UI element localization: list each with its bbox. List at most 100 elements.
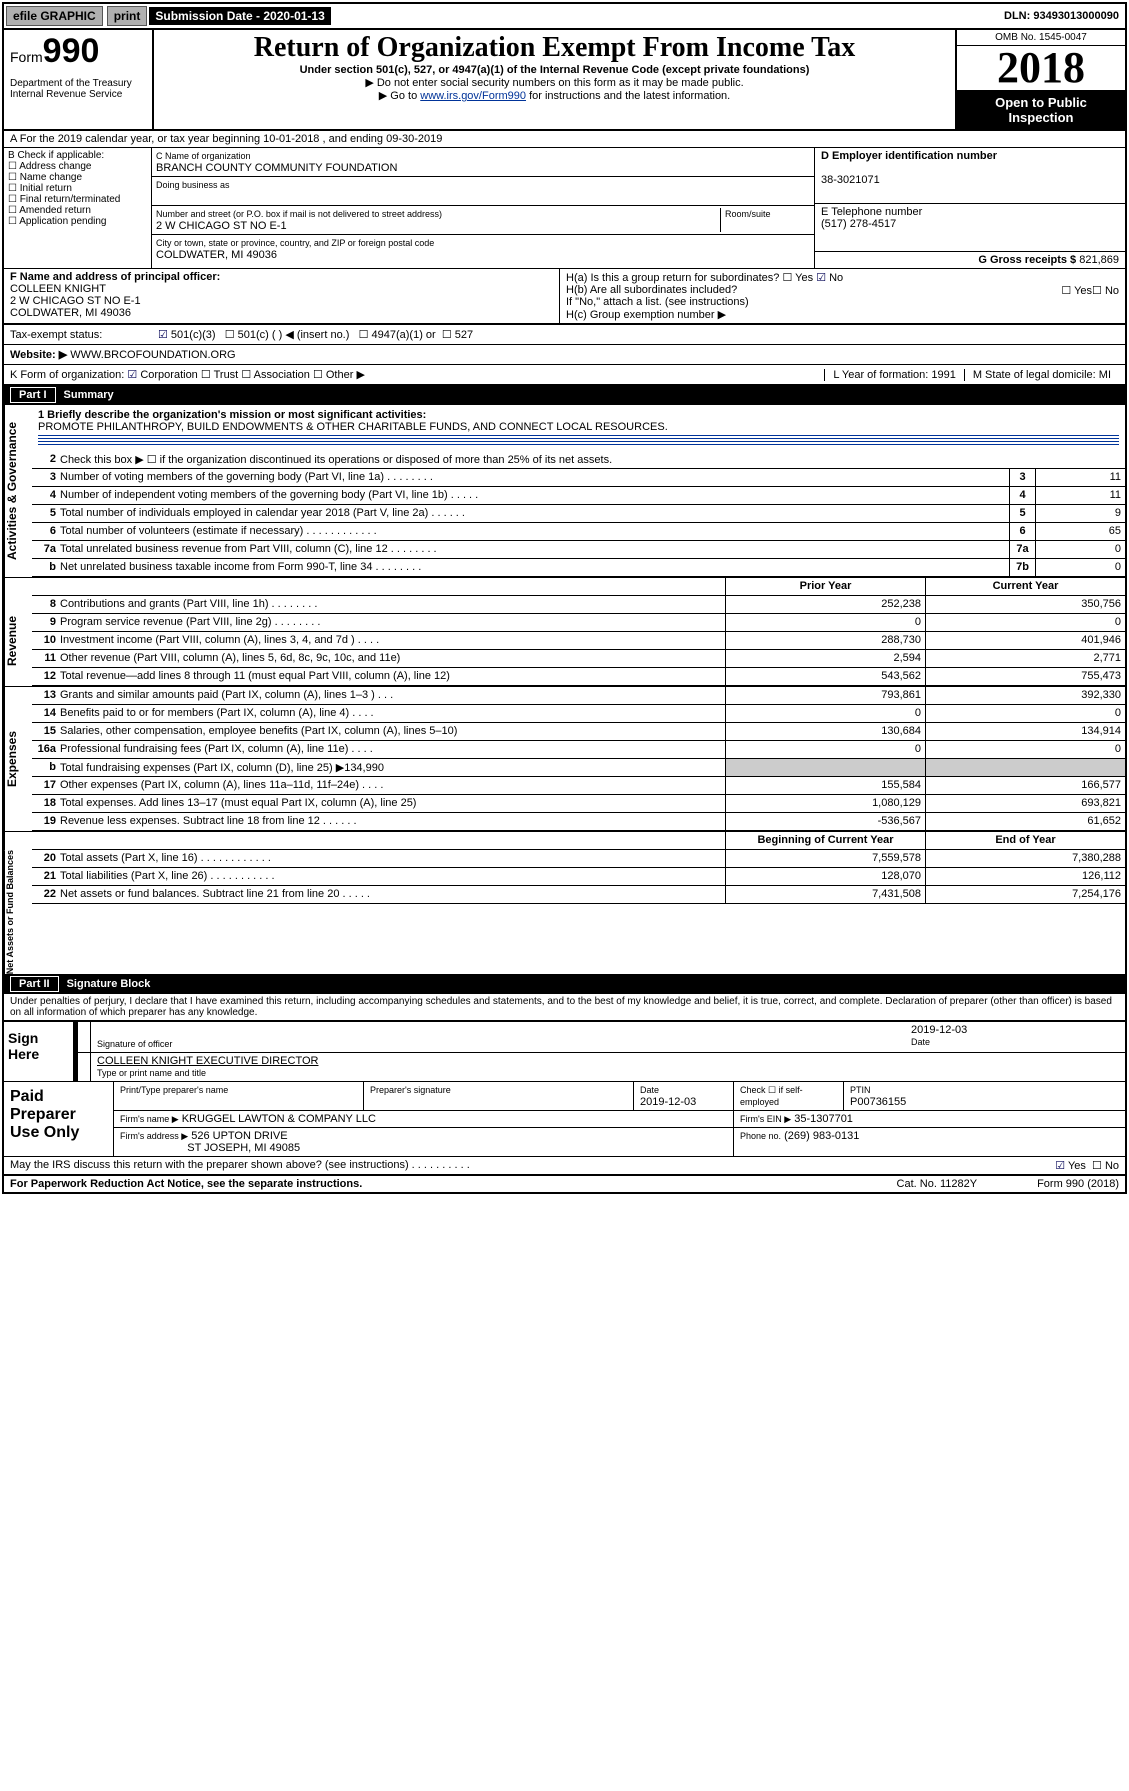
line-num: 12 [32, 668, 58, 685]
prior-val: 793,861 [725, 687, 925, 704]
form-header: Form990 Department of the Treasury Inter… [4, 30, 1125, 131]
line-num: 19 [32, 813, 58, 830]
officer-name: COLLEEN KNIGHT [10, 283, 106, 295]
firm-name: KRUGGEL LAWTON & COMPANY LLC [182, 1113, 376, 1125]
line-desc: Other expenses (Part IX, column (A), lin… [58, 777, 725, 794]
line-num: b [32, 759, 58, 776]
cb-initial-return[interactable]: Initial return [8, 183, 147, 194]
hb-no[interactable]: No [1092, 284, 1119, 297]
firm-ein: 35-1307701 [794, 1113, 853, 1125]
city-value: COLDWATER, MI 49036 [156, 249, 277, 261]
line-num: 4 [32, 487, 58, 504]
gross-label: G Gross receipts $ [978, 254, 1076, 266]
prep-sig-label: Preparer's signature [370, 1085, 451, 1095]
current-val: 7,254,176 [925, 886, 1125, 903]
firm-addr: 526 UPTON DRIVE [191, 1130, 287, 1142]
cb-amended-return[interactable]: Amended return [8, 205, 147, 216]
line-desc: Total fundraising expenses (Part IX, col… [58, 759, 725, 776]
line-desc: Benefits paid to or for members (Part IX… [58, 705, 725, 722]
line-desc: Total unrelated business revenue from Pa… [58, 541, 1009, 558]
cb-name-change[interactable]: Name change [8, 172, 147, 183]
tax-year: 2018 [957, 46, 1125, 91]
cb-other[interactable]: Other ▶ [313, 368, 365, 381]
hb-yes[interactable]: Yes [1061, 284, 1092, 297]
line-num: 16a [32, 741, 58, 758]
discuss-no[interactable]: No [1092, 1160, 1119, 1172]
ptin-label: PTIN [850, 1085, 871, 1095]
line-num: 8 [32, 596, 58, 613]
line-num: 5 [32, 505, 58, 522]
prior-val: 288,730 [725, 632, 925, 649]
firm-name-label: Firm's name ▶ [120, 1114, 179, 1124]
line-box: 4 [1009, 487, 1035, 504]
print-button[interactable]: print [107, 6, 148, 26]
org-name-label: C Name of organization [156, 151, 251, 161]
line2: Check this box ▶ ☐ if the organization d… [58, 451, 1125, 468]
discuss-question: May the IRS discuss this return with the… [10, 1159, 470, 1172]
col-end-year: End of Year [925, 832, 1125, 849]
line-num: 17 [32, 777, 58, 794]
line-box: 6 [1009, 523, 1035, 540]
ha-no[interactable]: No [816, 272, 843, 284]
line-val: 0 [1035, 541, 1125, 558]
cb-501c3[interactable]: 501(c)(3) [158, 329, 216, 341]
cb-501c[interactable]: 501(c) ( ) ◀ (insert no.) [225, 329, 350, 341]
current-val: 0 [925, 741, 1125, 758]
line-desc: Total revenue—add lines 8 through 11 (mu… [58, 668, 725, 685]
line-desc: Total assets (Part X, line 16) . . . . .… [58, 850, 725, 867]
line-num: 13 [32, 687, 58, 704]
sig-name-label: Type or print name and title [97, 1068, 206, 1078]
tab-expenses: Expenses [4, 687, 32, 831]
line-num: 11 [32, 650, 58, 667]
discuss-yes[interactable]: Yes [1055, 1160, 1086, 1172]
line-desc: Other revenue (Part VIII, column (A), li… [58, 650, 725, 667]
state-domicile: M State of legal domicile: MI [964, 369, 1119, 381]
cb-trust[interactable]: Trust [201, 368, 238, 381]
prior-val: 155,584 [725, 777, 925, 794]
form-number: Form990 [10, 34, 146, 68]
cb-corporation[interactable]: Corporation [127, 368, 197, 381]
gross-value: 821,869 [1079, 254, 1119, 266]
line-num: 21 [32, 868, 58, 885]
col-current-year: Current Year [925, 578, 1125, 595]
line-desc: Revenue less expenses. Subtract line 18 … [58, 813, 725, 830]
line-num: 14 [32, 705, 58, 722]
efile-button[interactable]: efile GRAPHIC [6, 6, 103, 26]
line-num: 9 [32, 614, 58, 631]
line-num: 20 [32, 850, 58, 867]
prep-date: 2019-12-03 [640, 1096, 696, 1108]
current-val: 755,473 [925, 668, 1125, 685]
line-box: 7a [1009, 541, 1035, 558]
phone-label: E Telephone number [821, 206, 922, 218]
year-formation: L Year of formation: 1991 [824, 369, 964, 381]
cb-application-pending[interactable]: Application pending [8, 216, 147, 227]
line-num: 22 [32, 886, 58, 903]
website-value: WWW.BRCOFOUNDATION.ORG [70, 349, 235, 361]
line-desc: Investment income (Part VIII, column (A)… [58, 632, 725, 649]
line-num: 18 [32, 795, 58, 812]
h-b-note: If "No," attach a list. (see instruction… [566, 296, 1119, 308]
prep-date-label: Date [640, 1085, 659, 1095]
cb-final-return[interactable]: Final return/terminated [8, 194, 147, 205]
line-num: 15 [32, 723, 58, 740]
prior-val: 130,684 [725, 723, 925, 740]
tax-year-range: A For the 2019 calendar year, or tax yea… [4, 131, 1125, 148]
line1-value: PROMOTE PHILANTHROPY, BUILD ENDOWMENTS &… [38, 421, 668, 433]
cb-address-change[interactable]: Address change [8, 161, 147, 172]
line-val: 65 [1035, 523, 1125, 540]
irs-link[interactable]: www.irs.gov/Form990 [420, 90, 526, 102]
cb-527[interactable]: 527 [442, 329, 473, 341]
form-note-1: ▶ Do not enter social security numbers o… [160, 76, 949, 89]
ha-yes[interactable]: Yes [782, 272, 813, 284]
line-val: 11 [1035, 487, 1125, 504]
cb-association[interactable]: Association [241, 368, 310, 381]
line-num: 7a [32, 541, 58, 558]
line-num: 6 [32, 523, 58, 540]
sig-name: COLLEEN KNIGHT EXECUTIVE DIRECTOR [97, 1055, 318, 1067]
current-val: 0 [925, 614, 1125, 631]
prep-name-label: Print/Type preparer's name [120, 1085, 228, 1095]
current-val: 134,914 [925, 723, 1125, 740]
h-b: H(b) Are all subordinates included? No Y… [566, 284, 1119, 296]
cb-4947[interactable]: 4947(a)(1) or [359, 329, 436, 341]
prior-val: 0 [725, 705, 925, 722]
